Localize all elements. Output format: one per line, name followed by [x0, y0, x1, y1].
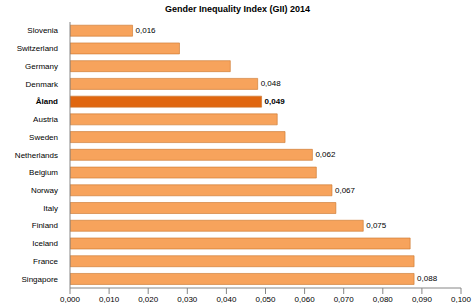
- svg-text:0,049: 0,049: [265, 97, 286, 106]
- svg-text:0,070: 0,070: [334, 295, 355, 304]
- svg-text:France: France: [33, 257, 58, 266]
- svg-text:Switzerland: Switzerland: [17, 44, 58, 53]
- svg-text:0,088: 0,088: [417, 274, 438, 283]
- svg-text:0,075: 0,075: [366, 221, 387, 230]
- svg-text:Åland: Åland: [36, 97, 58, 106]
- svg-text:0,030: 0,030: [177, 295, 198, 304]
- svg-text:0,048: 0,048: [261, 79, 282, 88]
- svg-text:0,020: 0,020: [138, 295, 159, 304]
- svg-text:0,067: 0,067: [335, 186, 356, 195]
- svg-text:Denmark: Denmark: [26, 80, 59, 89]
- svg-text:0,040: 0,040: [216, 295, 237, 304]
- svg-text:Italy: Italy: [43, 204, 58, 213]
- svg-text:Slovenia: Slovenia: [27, 26, 58, 35]
- svg-text:0,050: 0,050: [255, 295, 276, 304]
- svg-text:0,090: 0,090: [412, 295, 433, 304]
- svg-text:0,060: 0,060: [295, 295, 316, 304]
- svg-text:Belgium: Belgium: [29, 168, 58, 177]
- svg-text:0,010: 0,010: [99, 295, 120, 304]
- svg-text:0,080: 0,080: [373, 295, 394, 304]
- svg-text:Austria: Austria: [33, 115, 58, 124]
- svg-text:Finland: Finland: [32, 221, 58, 230]
- svg-text:Germany: Germany: [25, 62, 58, 71]
- svg-text:Netherlands: Netherlands: [15, 151, 58, 160]
- svg-text:Iceland: Iceland: [32, 239, 58, 248]
- svg-text:0,062: 0,062: [315, 150, 336, 159]
- svg-text:Singapore: Singapore: [22, 275, 59, 284]
- svg-text:0,100: 0,100: [451, 295, 467, 304]
- svg-text:Sweden: Sweden: [29, 133, 58, 142]
- svg-text:Norway: Norway: [31, 186, 58, 195]
- svg-text:0,016: 0,016: [136, 26, 157, 35]
- svg-text:0,000: 0,000: [60, 295, 81, 304]
- html-text:Gender Inequality Index (GII): Gender Inequality Index (GII) 2014: [165, 4, 310, 14]
